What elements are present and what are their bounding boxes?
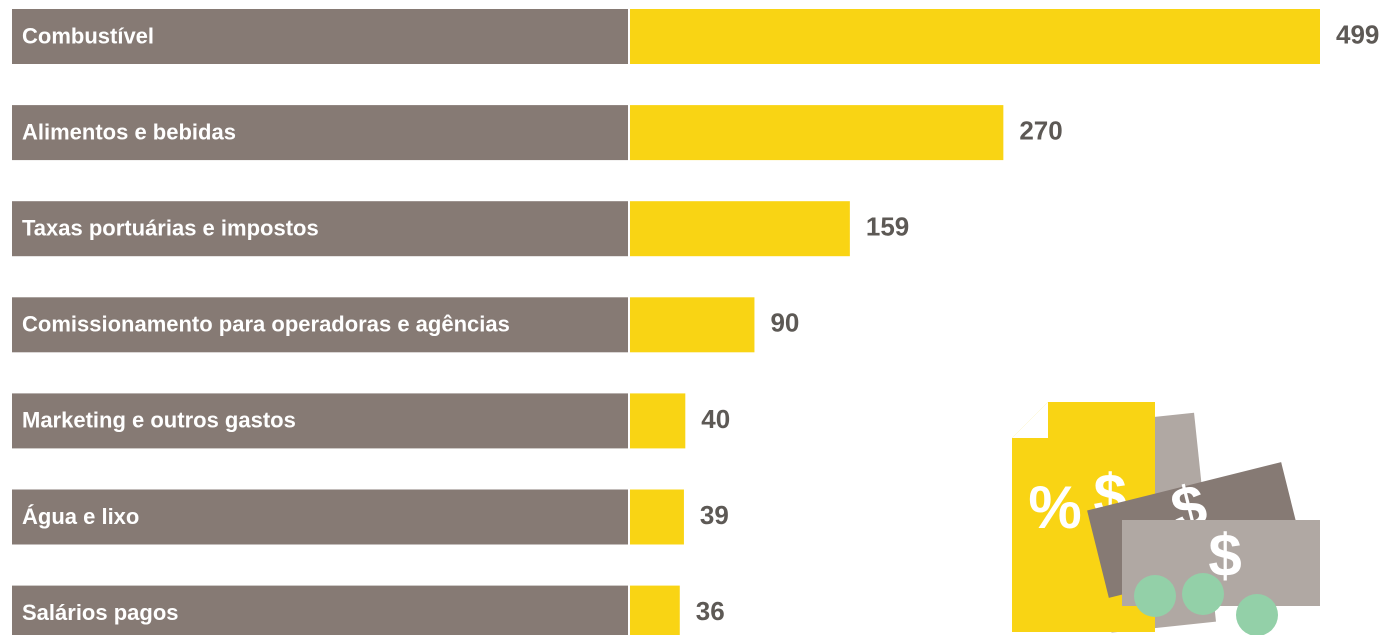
value-label: 499	[1336, 19, 1379, 49]
percent-symbol: %	[1028, 474, 1081, 541]
bar	[630, 393, 686, 449]
bar	[630, 585, 680, 635]
category-label: Água e lixo	[22, 504, 139, 529]
value-label: 90	[770, 308, 799, 338]
value-label: 270	[1019, 115, 1062, 145]
coin	[1134, 575, 1176, 617]
category-box	[12, 393, 628, 449]
category-label: Comissionamento para operadoras e agênci…	[22, 312, 510, 337]
category-label: Marketing e outros gastos	[22, 408, 296, 433]
bars: Combustível 499 Alimentos e bebidas 270 Taxa…	[12, 9, 1379, 635]
category-label: Salários pagos	[22, 600, 179, 625]
bar	[630, 105, 1004, 161]
bar	[630, 9, 1320, 64]
value-label: 36	[696, 596, 725, 626]
category-box	[12, 9, 628, 64]
category-box	[12, 201, 628, 257]
category-label: Combustível	[22, 23, 154, 48]
category-box	[12, 297, 628, 353]
coin	[1182, 573, 1224, 615]
bar	[630, 201, 850, 257]
value-label: 159	[866, 212, 909, 242]
category-box	[12, 489, 628, 545]
category-label: Alimentos e bebidas	[22, 119, 236, 144]
illustration: % $ $ $	[1012, 402, 1320, 635]
coin	[1236, 594, 1278, 635]
value-label: 40	[701, 404, 730, 434]
bar	[630, 297, 755, 353]
value-label: 39	[700, 500, 729, 530]
category-box	[12, 585, 628, 635]
category-box	[12, 105, 628, 161]
bar	[630, 489, 684, 545]
document-fold	[1012, 402, 1048, 438]
category-label: Taxas portuárias e impostos	[22, 216, 319, 241]
